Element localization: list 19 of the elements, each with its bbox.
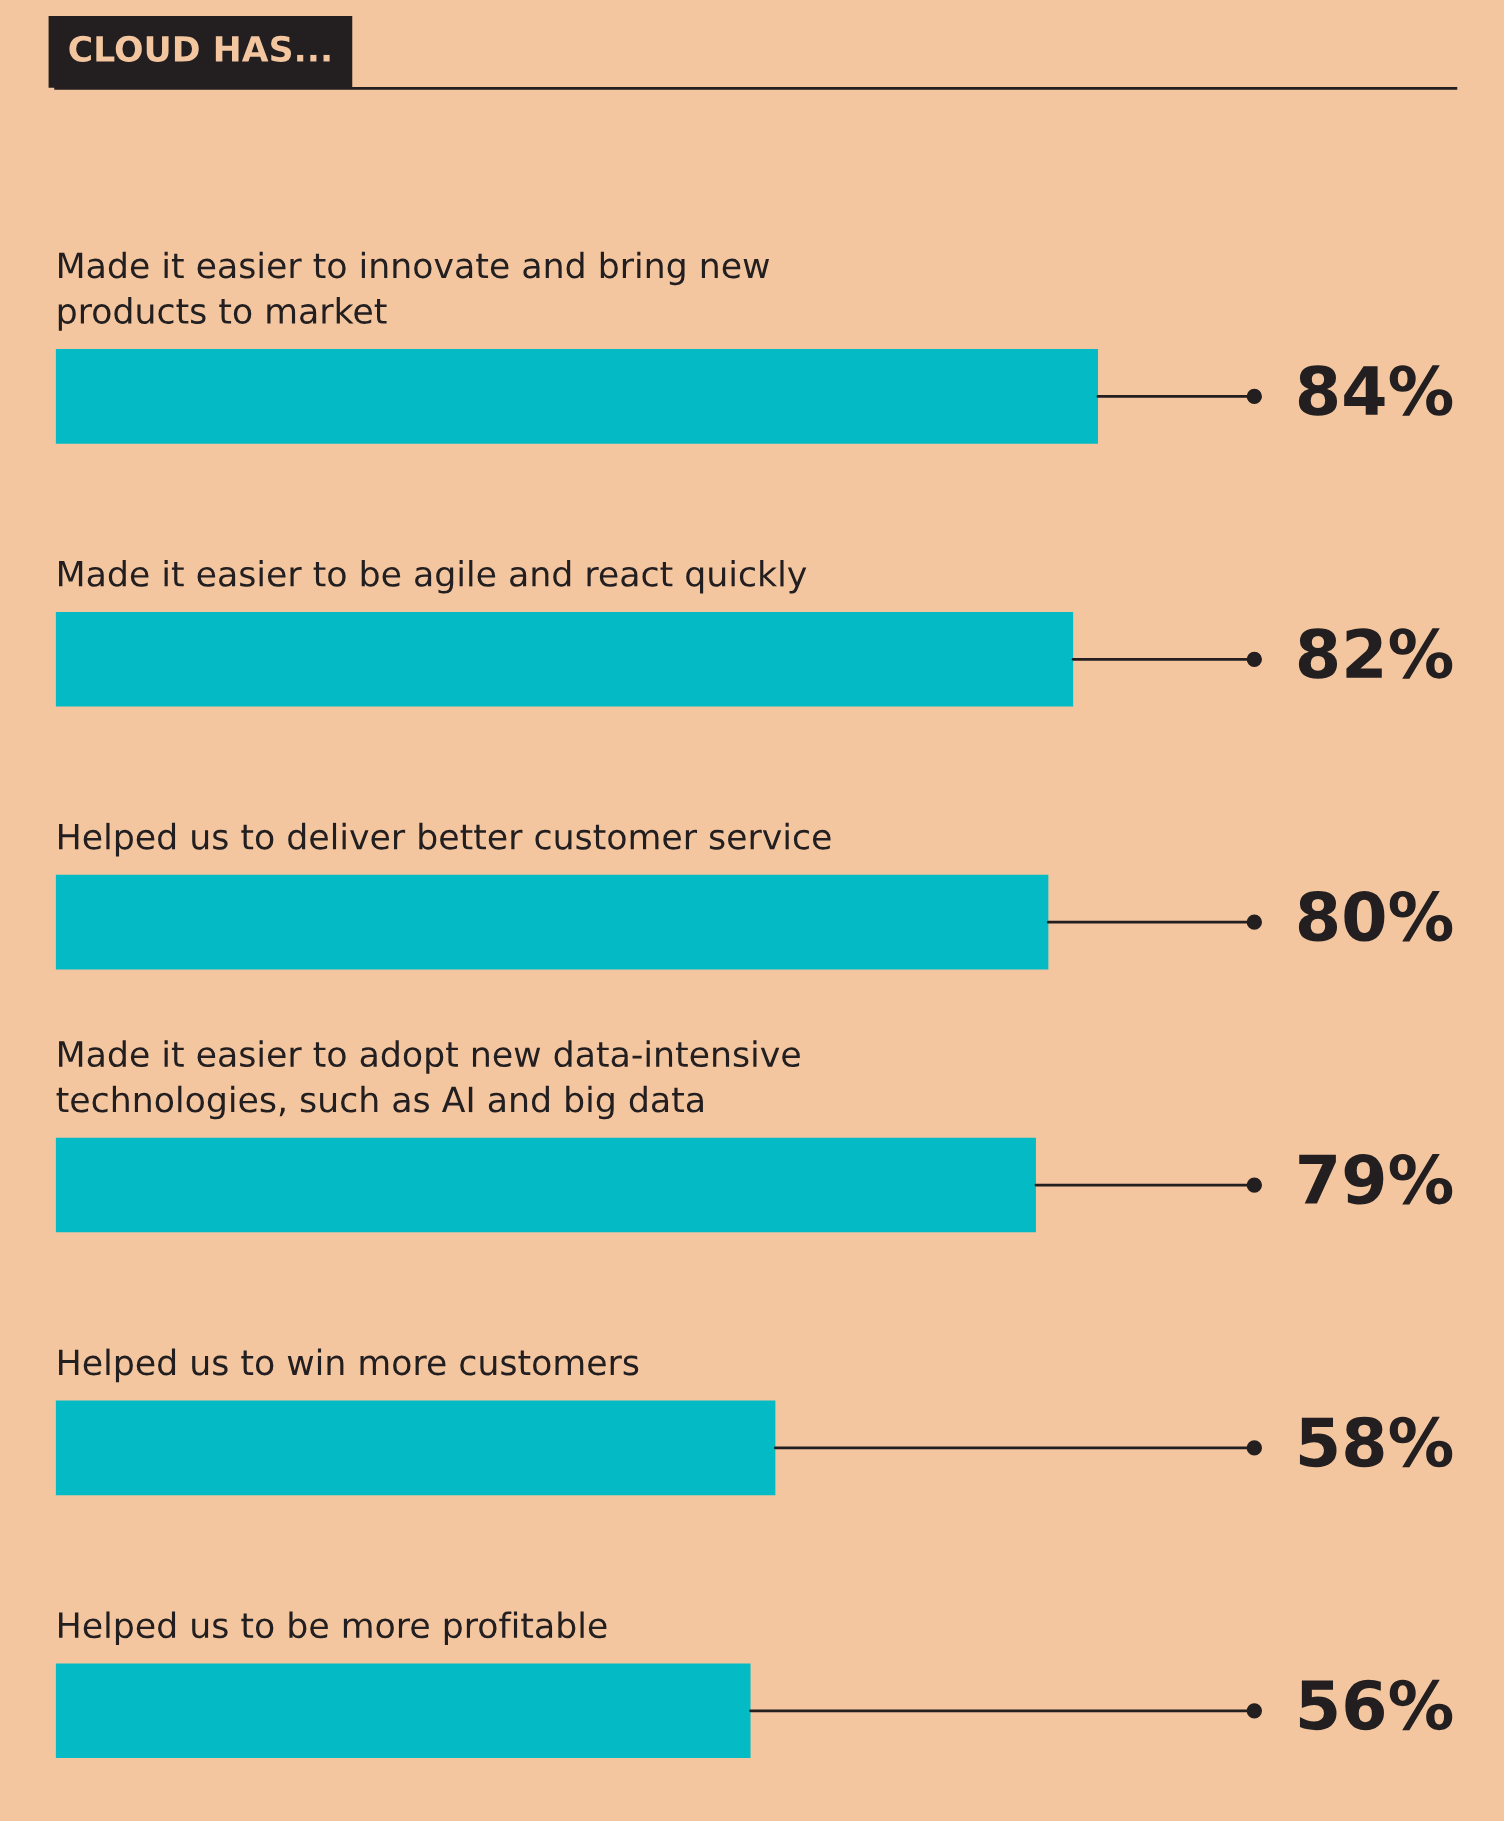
y-tick-label: Made it easier to be agile and react quickly xyxy=(59,559,807,594)
y-tick-label: Helped us to be more profitable xyxy=(59,1611,607,1646)
bar xyxy=(55,874,1049,970)
data-label: 80% xyxy=(1298,891,1453,942)
y-tick-label: Made it easier to innovate and bring new products to market xyxy=(58,251,770,331)
bar xyxy=(55,1663,751,1759)
data-label: 84% xyxy=(1298,365,1453,416)
data-label: 82% xyxy=(1298,628,1453,679)
y-tick-label: Made it easier to adopt new data-intensive technologies, such as AI and big data xyxy=(56,1040,800,1120)
data-label: 56% xyxy=(1299,1679,1453,1731)
y-tick-label: Helped us to win more customers xyxy=(59,1348,639,1383)
y-tick-label: Helped us to deliver better customer service xyxy=(59,822,831,857)
data-label: 79% xyxy=(1299,1153,1453,1205)
chart-title: CLOUD HAS... xyxy=(69,35,330,62)
bar xyxy=(55,611,1074,707)
data-label: 58% xyxy=(1299,1416,1453,1468)
bar xyxy=(55,349,1098,444)
bar xyxy=(55,1400,776,1496)
bar xyxy=(55,1137,1036,1233)
